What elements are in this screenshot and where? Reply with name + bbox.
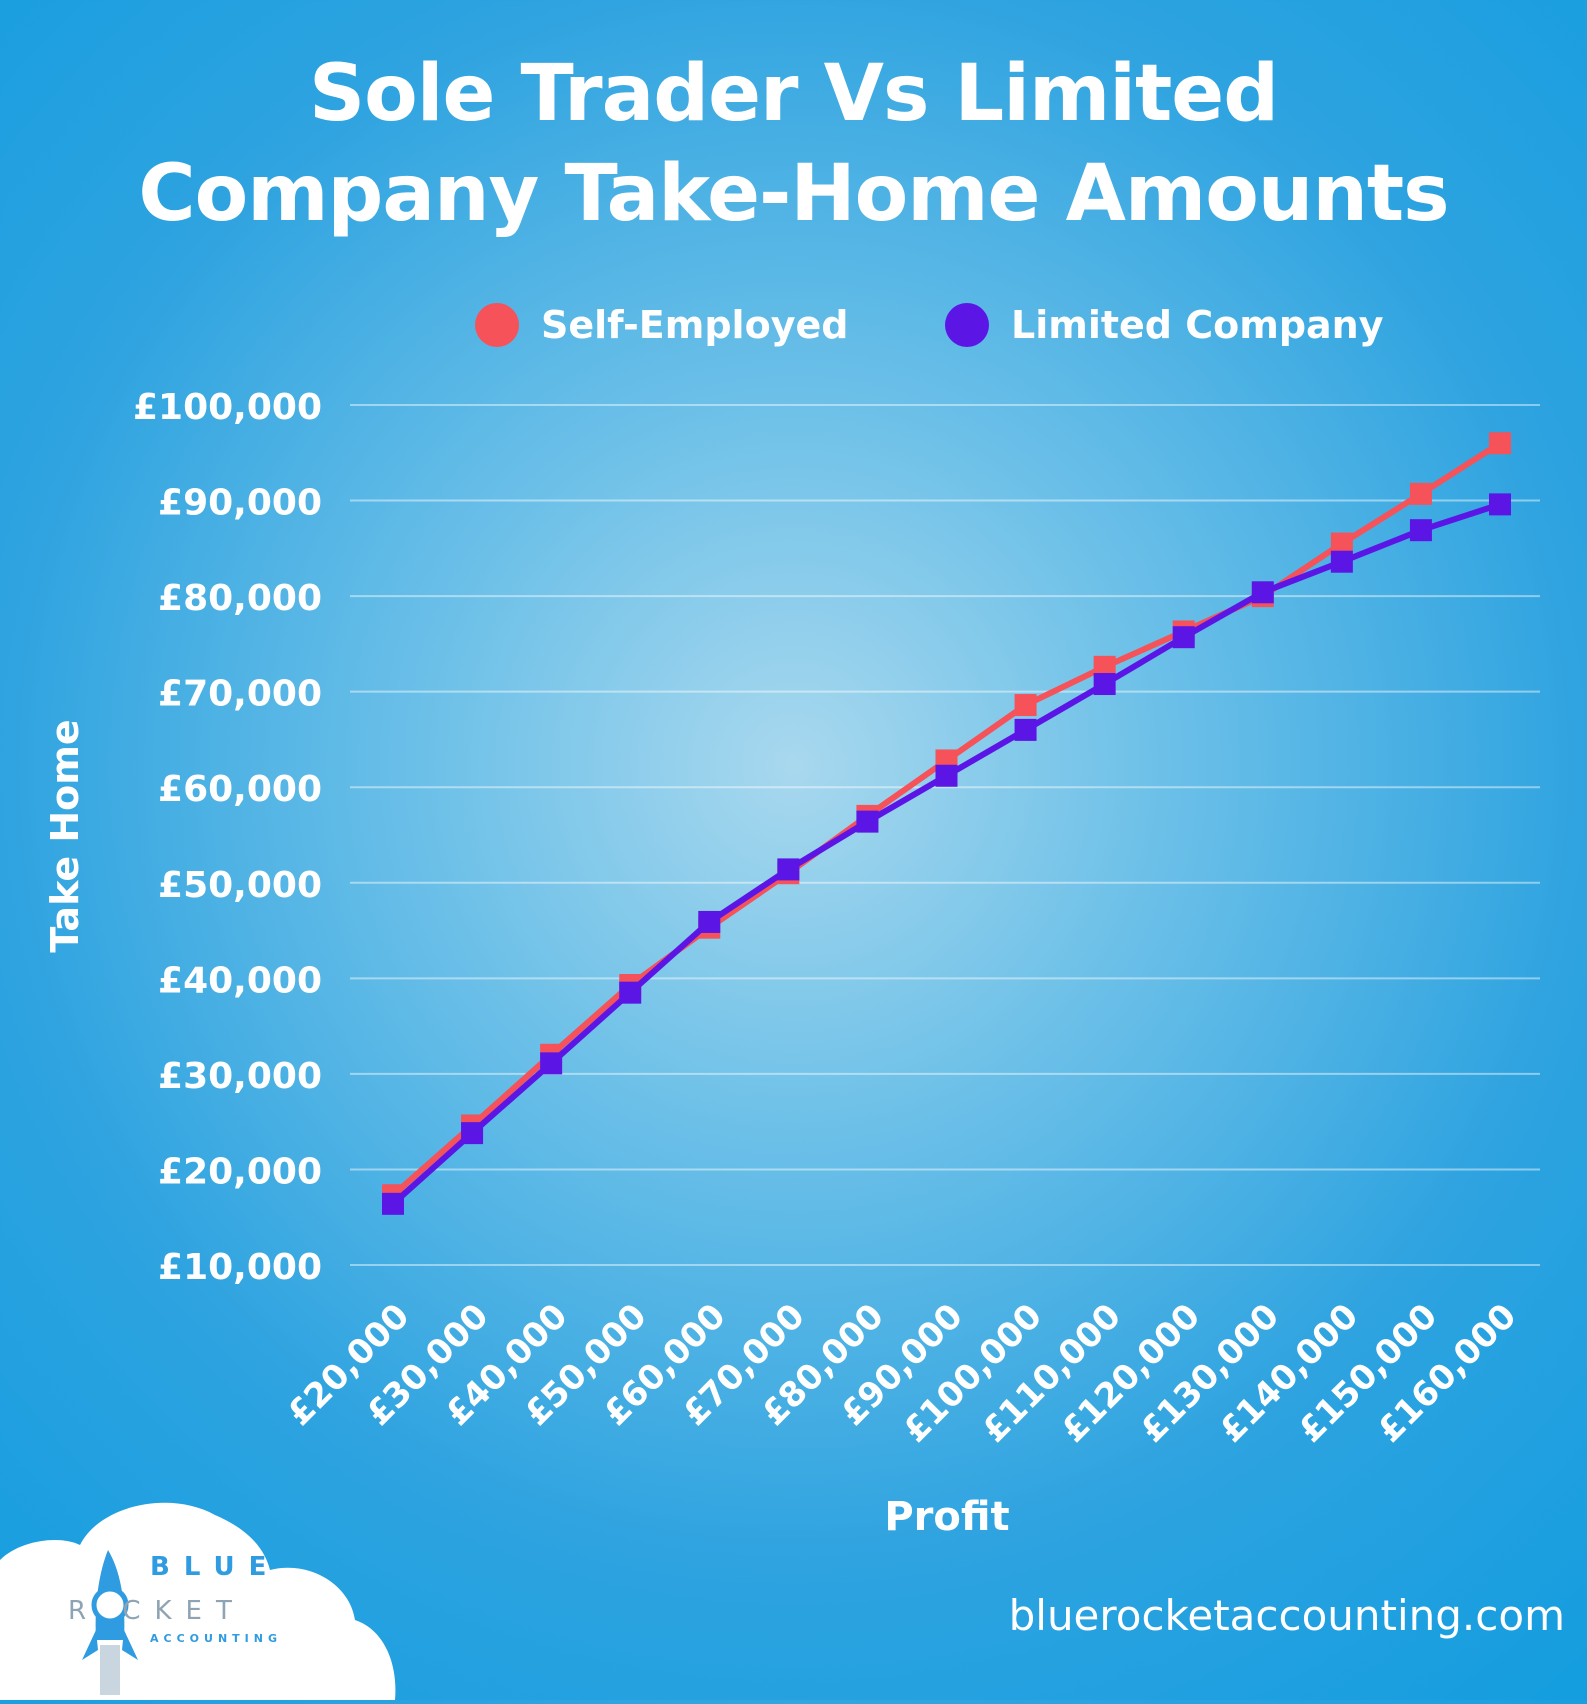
- y-tick-label: £100,000: [133, 387, 322, 428]
- y-tick-label: £70,000: [158, 674, 322, 715]
- logo-text-blue: BLUE: [150, 1552, 281, 1582]
- data-point-limited-company: [1409, 519, 1432, 542]
- data-point-self-employed: [1409, 482, 1432, 505]
- x-axis-ticks: £20,000£30,000£40,000£50,000£60,000£70,0…: [280, 1296, 1525, 1451]
- data-point-limited-company: [777, 858, 800, 881]
- series-group: [382, 432, 1511, 1215]
- data-point-limited-company: [1251, 581, 1274, 604]
- legend-label-limited-company: Limited Company: [1011, 303, 1384, 347]
- legend-item-limited-company: Limited Company: [945, 300, 1384, 350]
- y-tick-label: £80,000: [158, 578, 322, 619]
- logo-text-accounting: ACCOUNTING: [150, 1632, 282, 1645]
- cloud-icon: [0, 1502, 396, 1700]
- legend: Self-Employed Limited Company: [0, 300, 1587, 350]
- data-point-limited-company: [540, 1052, 563, 1075]
- data-point-self-employed: [1014, 694, 1037, 717]
- chart-title: Sole Trader Vs Limited Company Take-Home…: [0, 44, 1587, 244]
- y-tick-label: £90,000: [158, 483, 322, 524]
- series-self-employed: [382, 432, 1511, 1207]
- y-axis-ticks: £10,000 £20,000 £30,000 £40,000 £50,000 £60,0…: [133, 387, 322, 1288]
- title-line-2: Company Take-Home Amounts: [138, 149, 1449, 239]
- y-tick-label: £40,000: [158, 960, 322, 1001]
- title-line-1: Sole Trader Vs Limited: [308, 49, 1279, 139]
- data-point-limited-company: [1330, 550, 1353, 573]
- data-point-limited-company: [1172, 626, 1195, 649]
- data-point-limited-company: [856, 810, 879, 833]
- x-axis-label: Profit: [884, 1494, 1009, 1540]
- data-point-limited-company: [1093, 673, 1116, 696]
- data-point-limited-company: [1014, 718, 1037, 741]
- data-point-limited-company: [935, 764, 958, 787]
- legend-marker-limited-company: [945, 303, 989, 347]
- rocket-icon: [82, 1550, 138, 1695]
- data-point-limited-company: [698, 910, 721, 933]
- legend-label-self-employed: Self-Employed: [541, 303, 849, 347]
- y-tick-label: £60,000: [158, 769, 322, 810]
- legend-item-self-employed: Self-Employed: [475, 300, 848, 350]
- website-url: bluerocketaccounting.com: [1008, 1591, 1565, 1640]
- blue-rocket-logo: BLUE R CKET ACCOUNTING: [0, 1490, 400, 1700]
- data-point-limited-company: [382, 1192, 404, 1215]
- data-point-limited-company: [461, 1122, 484, 1145]
- series-line-limited-company: [391, 501, 1501, 1207]
- logo-text-rocket: R CKET: [68, 1596, 246, 1626]
- y-tick-label: £50,000: [158, 865, 322, 906]
- data-point-self-employed: [1330, 532, 1353, 555]
- y-tick-label: £20,000: [158, 1151, 322, 1192]
- data-point-limited-company: [619, 981, 642, 1004]
- data-point-self-employed: [1093, 655, 1116, 678]
- legend-marker-self-employed: [475, 303, 519, 347]
- data-point-self-employed: [1489, 432, 1511, 455]
- y-tick-label: £30,000: [158, 1056, 322, 1097]
- data-point-limited-company: [1489, 493, 1511, 516]
- y-axis-label: Take Home: [43, 719, 87, 952]
- y-tick-label: £10,000: [158, 1247, 322, 1288]
- series-limited-company: [382, 493, 1511, 1215]
